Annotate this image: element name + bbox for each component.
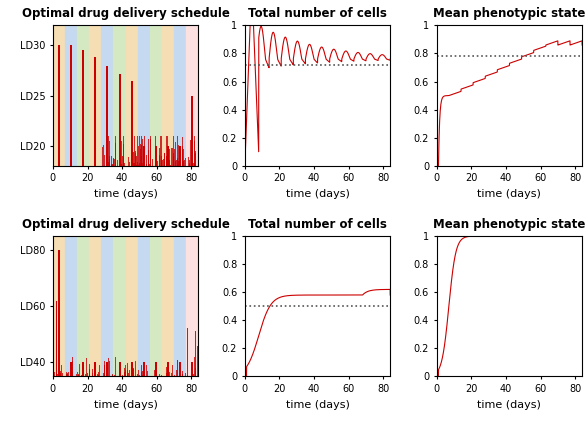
Bar <box>101 25 113 166</box>
Bar <box>113 236 126 376</box>
Bar <box>70 45 72 166</box>
Bar <box>191 96 193 166</box>
X-axis label: time (days): time (days) <box>477 189 542 199</box>
Bar <box>82 363 84 376</box>
Bar <box>94 58 96 166</box>
Bar <box>77 236 89 376</box>
Bar <box>70 363 72 376</box>
Bar <box>131 363 133 376</box>
Bar <box>58 250 60 376</box>
Bar <box>77 25 89 166</box>
Bar <box>65 236 77 376</box>
Bar <box>174 236 186 376</box>
Title: Optimal drug delivery schedule: Optimal drug delivery schedule <box>22 7 229 20</box>
Bar <box>126 25 138 166</box>
Title: Mean phenotypic state: Mean phenotypic state <box>433 218 586 231</box>
Bar <box>150 236 162 376</box>
X-axis label: time (days): time (days) <box>93 189 158 199</box>
Bar <box>56 301 57 376</box>
Bar <box>126 236 138 376</box>
Bar <box>191 363 193 376</box>
X-axis label: time (days): time (days) <box>477 400 542 409</box>
Bar <box>101 236 113 376</box>
Bar <box>167 146 169 166</box>
Bar <box>143 146 145 166</box>
Bar <box>89 236 101 376</box>
X-axis label: time (days): time (days) <box>286 189 349 199</box>
Bar <box>179 146 181 166</box>
Title: Mean phenotypic state: Mean phenotypic state <box>433 7 586 20</box>
Bar <box>138 25 150 166</box>
Title: Total number of cells: Total number of cells <box>248 7 387 20</box>
Bar <box>155 146 157 166</box>
Bar <box>155 363 157 376</box>
X-axis label: time (days): time (days) <box>93 400 158 409</box>
Bar <box>106 363 108 376</box>
Bar <box>167 363 169 376</box>
Bar <box>94 363 96 376</box>
Bar <box>162 25 174 166</box>
Bar <box>143 363 145 376</box>
Bar <box>113 25 126 166</box>
X-axis label: time (days): time (days) <box>286 400 349 409</box>
Bar <box>65 25 77 166</box>
Bar <box>119 363 121 376</box>
Bar <box>179 363 181 376</box>
Title: Optimal drug delivery schedule: Optimal drug delivery schedule <box>22 218 229 231</box>
Bar <box>174 25 186 166</box>
Bar <box>162 236 174 376</box>
Bar <box>186 236 198 376</box>
Bar <box>106 66 108 166</box>
Bar <box>53 25 65 166</box>
Bar <box>138 236 150 376</box>
Bar <box>58 45 60 166</box>
Bar <box>53 236 65 376</box>
Bar <box>89 25 101 166</box>
Bar <box>150 25 162 166</box>
Bar <box>119 74 121 166</box>
Bar <box>82 50 84 166</box>
Bar <box>186 25 198 166</box>
Bar <box>131 80 133 166</box>
Title: Total number of cells: Total number of cells <box>248 218 387 231</box>
